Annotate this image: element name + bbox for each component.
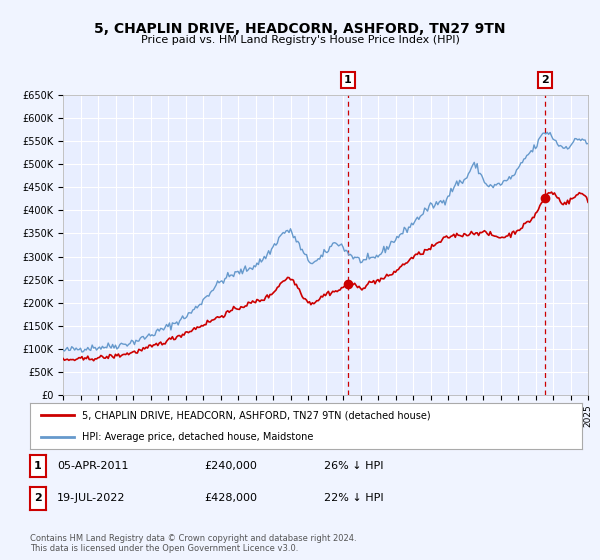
Text: £428,000: £428,000 [204,493,257,503]
Text: Contains HM Land Registry data © Crown copyright and database right 2024.: Contains HM Land Registry data © Crown c… [30,534,356,543]
Text: £240,000: £240,000 [204,461,257,471]
Text: 19-JUL-2022: 19-JUL-2022 [57,493,125,503]
Text: 5, CHAPLIN DRIVE, HEADCORN, ASHFORD, TN27 9TN: 5, CHAPLIN DRIVE, HEADCORN, ASHFORD, TN2… [94,22,506,36]
Text: 5, CHAPLIN DRIVE, HEADCORN, ASHFORD, TN27 9TN (detached house): 5, CHAPLIN DRIVE, HEADCORN, ASHFORD, TN2… [82,410,431,420]
Text: 22% ↓ HPI: 22% ↓ HPI [324,493,383,503]
Text: HPI: Average price, detached house, Maidstone: HPI: Average price, detached house, Maid… [82,432,314,442]
Text: 2: 2 [34,493,41,503]
Text: Price paid vs. HM Land Registry's House Price Index (HPI): Price paid vs. HM Land Registry's House … [140,35,460,45]
Text: This data is licensed under the Open Government Licence v3.0.: This data is licensed under the Open Gov… [30,544,298,553]
Text: 2: 2 [541,74,549,85]
Text: 1: 1 [344,74,352,85]
Text: 26% ↓ HPI: 26% ↓ HPI [324,461,383,471]
Text: 05-APR-2011: 05-APR-2011 [57,461,128,471]
Text: 1: 1 [34,461,41,471]
